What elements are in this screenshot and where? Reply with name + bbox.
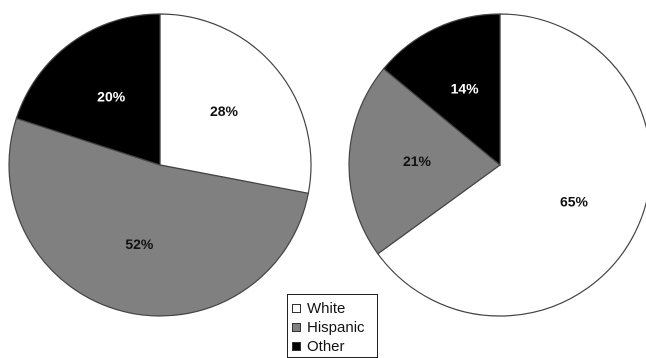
legend-label-hispanic: Hispanic: [307, 319, 365, 336]
legend-swatch-white: [292, 304, 301, 313]
legend-item-other: Other: [292, 337, 377, 356]
legend-label-other: Other: [307, 338, 345, 355]
pie-0-label-other: 20%: [97, 89, 126, 105]
legend-label-white: White: [307, 300, 346, 317]
pie-0-label-white: 28%: [210, 103, 239, 119]
legend-item-white: White: [292, 299, 377, 318]
pie-1-label-other: 14%: [451, 81, 480, 97]
pie-1-label-hispanic: 21%: [403, 153, 432, 169]
pie-1-label-white: 65%: [560, 193, 589, 209]
pie-1-slice-hispanic: [348, 67, 501, 255]
pie-1-slice-white: [377, 13, 646, 317]
legend-swatch-other: [292, 342, 301, 351]
legend: White Hispanic Other: [287, 294, 378, 358]
pie-chart-left: 28% 52% 20%: [8, 13, 312, 317]
pie-0-label-hispanic: 52%: [125, 236, 154, 252]
pie-chart-right: 65% 21% 14%: [348, 13, 646, 317]
legend-item-hispanic: Hispanic: [292, 318, 377, 337]
pie-0-slice-hispanic: [8, 117, 310, 317]
legend-swatch-hispanic: [292, 323, 301, 332]
pie-0-slice-white: [159, 13, 312, 194]
pie-0-slice-other: [15, 13, 161, 166]
pie-1-slice-other: [382, 13, 501, 167]
